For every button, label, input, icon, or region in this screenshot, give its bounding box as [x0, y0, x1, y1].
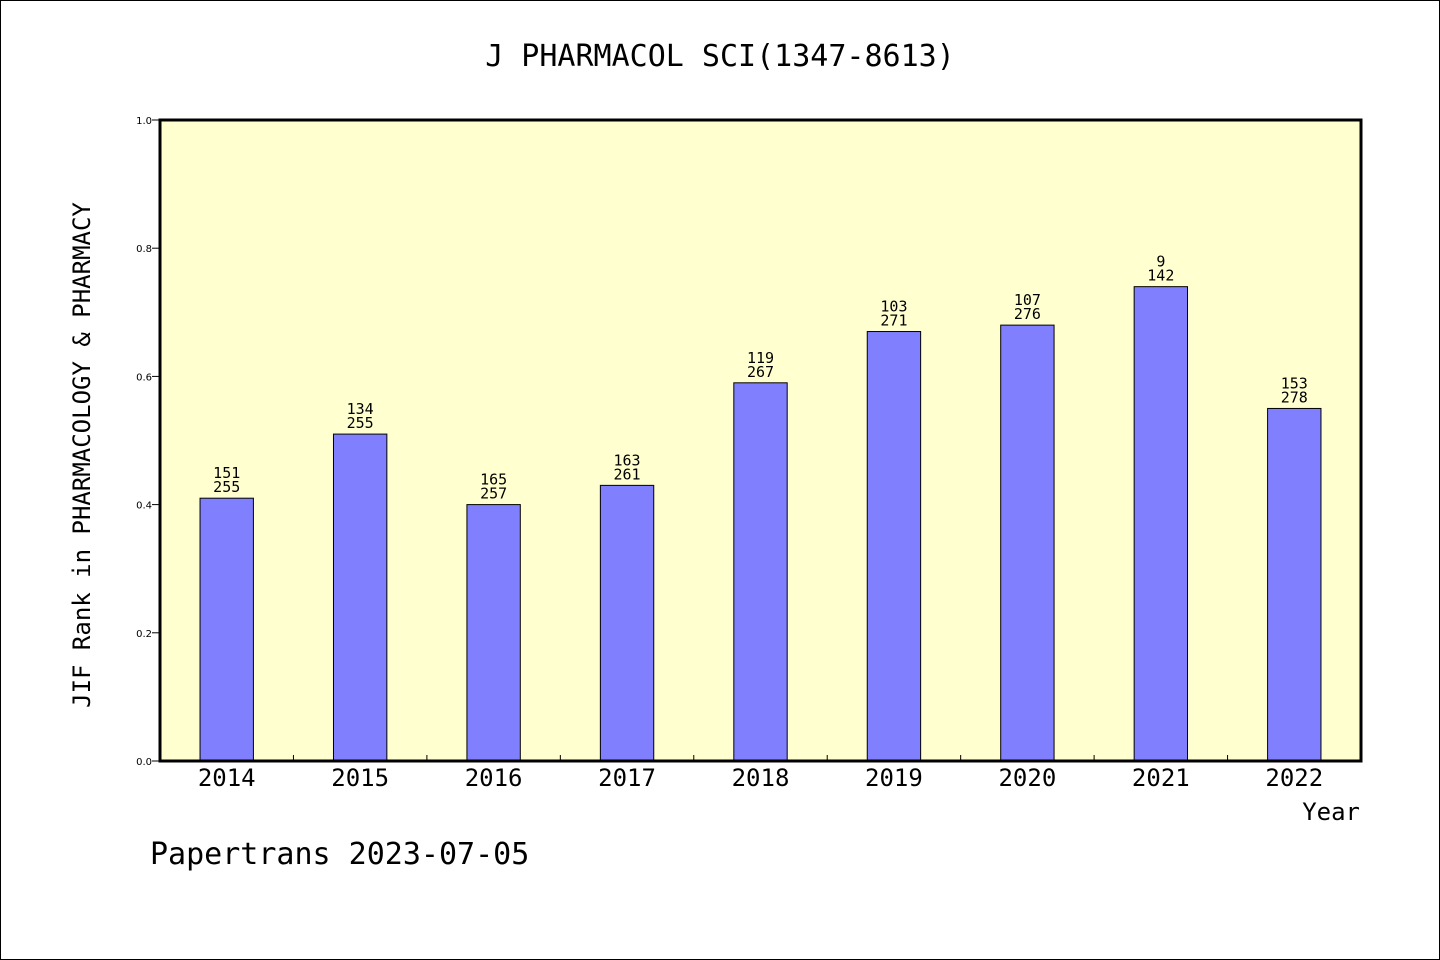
- bar-total-label: 278: [1281, 388, 1308, 406]
- bar-rank-label: 119: [747, 349, 774, 367]
- bar-total-label: 142: [1147, 267, 1174, 285]
- bar-total-label: 267: [747, 363, 774, 381]
- bar: [866, 331, 922, 762]
- y-tick-label: 0.2: [136, 629, 152, 640]
- plot-border: [158, 118, 1363, 763]
- y-tick-label: 0.8: [136, 244, 152, 255]
- x-tick-label: 2014: [198, 764, 256, 792]
- bar: [466, 504, 521, 762]
- bar-rank-label: 103: [880, 298, 907, 316]
- footer-text: Papertrans 2023-07-05: [150, 837, 529, 872]
- bar-rank-label: 134: [347, 400, 374, 418]
- bar-total-label: 255: [213, 478, 240, 496]
- chart-title: J PHARMACOL SCI(1347-8613): [485, 39, 955, 74]
- bar-total-label: 276: [1014, 305, 1041, 323]
- bar-rank-label: 163: [614, 451, 641, 469]
- bar-rank-label: 107: [1014, 291, 1041, 309]
- bar: [599, 484, 655, 762]
- bar-total-label: 255: [347, 414, 374, 432]
- y-axis: 0.0 0.2 0.4 0.6 0.8 1.0: [136, 116, 160, 768]
- bar: [199, 497, 254, 762]
- x-tick-label: 2019: [865, 764, 923, 792]
- x-tick-label: 2018: [732, 764, 790, 792]
- bar: [1133, 286, 1189, 762]
- x-tick-label: 2020: [998, 764, 1056, 792]
- bars-group: 1512551342551652571632611192671032711072…: [199, 253, 1322, 762]
- x-axis-label: Year: [1302, 798, 1360, 826]
- y-tick-label: 0.0: [136, 757, 152, 768]
- bar: [1000, 324, 1055, 762]
- y-tick-label: 1.0: [136, 116, 152, 127]
- bar: [332, 433, 388, 762]
- x-axis: 2014 2015 2016 2017 2018 2019 2020 2021 2022: [198, 755, 1323, 792]
- x-tick-label: 2017: [598, 764, 656, 792]
- x-tick-label: 2021: [1132, 764, 1190, 792]
- x-tick-label: 2022: [1265, 764, 1323, 792]
- x-tick-label: 2016: [465, 764, 523, 792]
- y-tick-label: 0.6: [136, 372, 152, 383]
- bar-total-label: 261: [614, 465, 641, 483]
- bar-total-label: 257: [480, 485, 507, 503]
- y-tick-label: 0.4: [136, 501, 152, 512]
- bar: [733, 382, 788, 762]
- bar-rank-label: 153: [1281, 374, 1308, 392]
- bar-rank-label: 151: [213, 464, 240, 482]
- bar-rank-label: 165: [480, 471, 507, 489]
- bar: [1267, 407, 1322, 762]
- x-tick-label: 2015: [331, 764, 389, 792]
- y-axis-label: JIF Rank in PHARMACOLOGY & PHARMACY: [68, 202, 96, 708]
- bar-rank-label: 9: [1156, 253, 1165, 271]
- bar-total-label: 271: [880, 312, 907, 330]
